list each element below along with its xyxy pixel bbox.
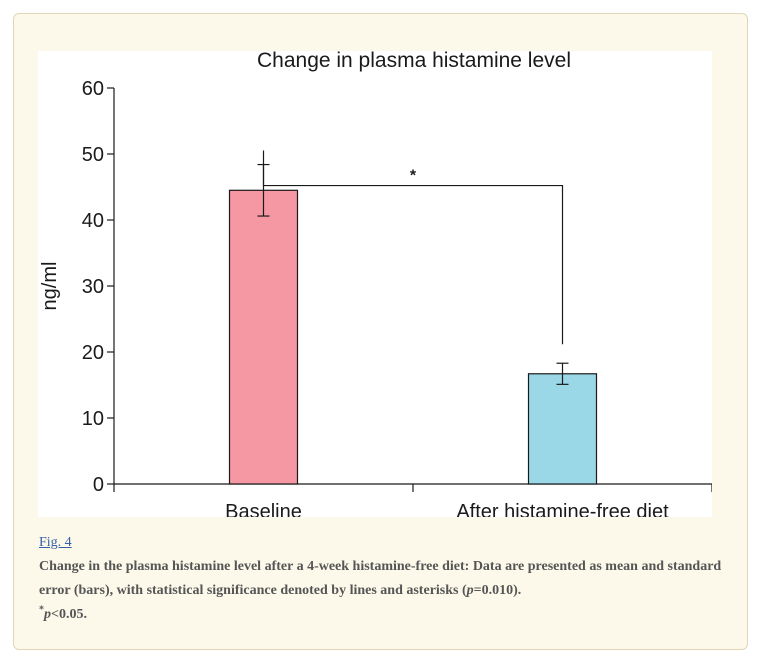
figure-card: Change in plasma histamine level 0 10 20 30 4…	[13, 13, 748, 650]
bar	[527, 373, 598, 485]
caption-text: Change in the plasma histamine level aft…	[39, 559, 722, 598]
y-tick-label: 30	[82, 276, 104, 298]
chart-area: Change in plasma histamine level 0 10 20 30 4…	[38, 49, 713, 523]
figure-caption: Change in the plasma histamine level aft…	[39, 555, 729, 627]
caption-p-symbol: p	[466, 583, 474, 598]
chart-title: Change in plasma histamine level	[257, 51, 571, 72]
caption-p-symbol-2: p	[44, 607, 51, 622]
significance-label: *	[410, 168, 417, 185]
caption-asterisk: *	[39, 604, 44, 616]
x-tick-label: Baseline	[225, 501, 302, 517]
figure-link[interactable]: Fig. 4	[39, 535, 72, 550]
y-axis-label: ng/ml	[39, 262, 61, 311]
y-tick-label: 50	[82, 144, 104, 166]
caption-threshold: <0.05.	[51, 607, 87, 622]
y-tick-label: 60	[82, 78, 104, 100]
bar	[228, 189, 299, 485]
significance-bracket	[262, 150, 564, 345]
y-tick-label: 10	[82, 408, 104, 430]
y-tick-label: 20	[82, 342, 104, 364]
x-tick-label: After histamine-free diet	[456, 501, 669, 517]
y-tick-label: 40	[82, 210, 104, 232]
y-tick-label: 0	[93, 474, 104, 496]
bar-chart: Change in plasma histamine level 0 10 20 30 4…	[39, 49, 713, 523]
caption-text-2: =0.010).	[473, 583, 522, 598]
